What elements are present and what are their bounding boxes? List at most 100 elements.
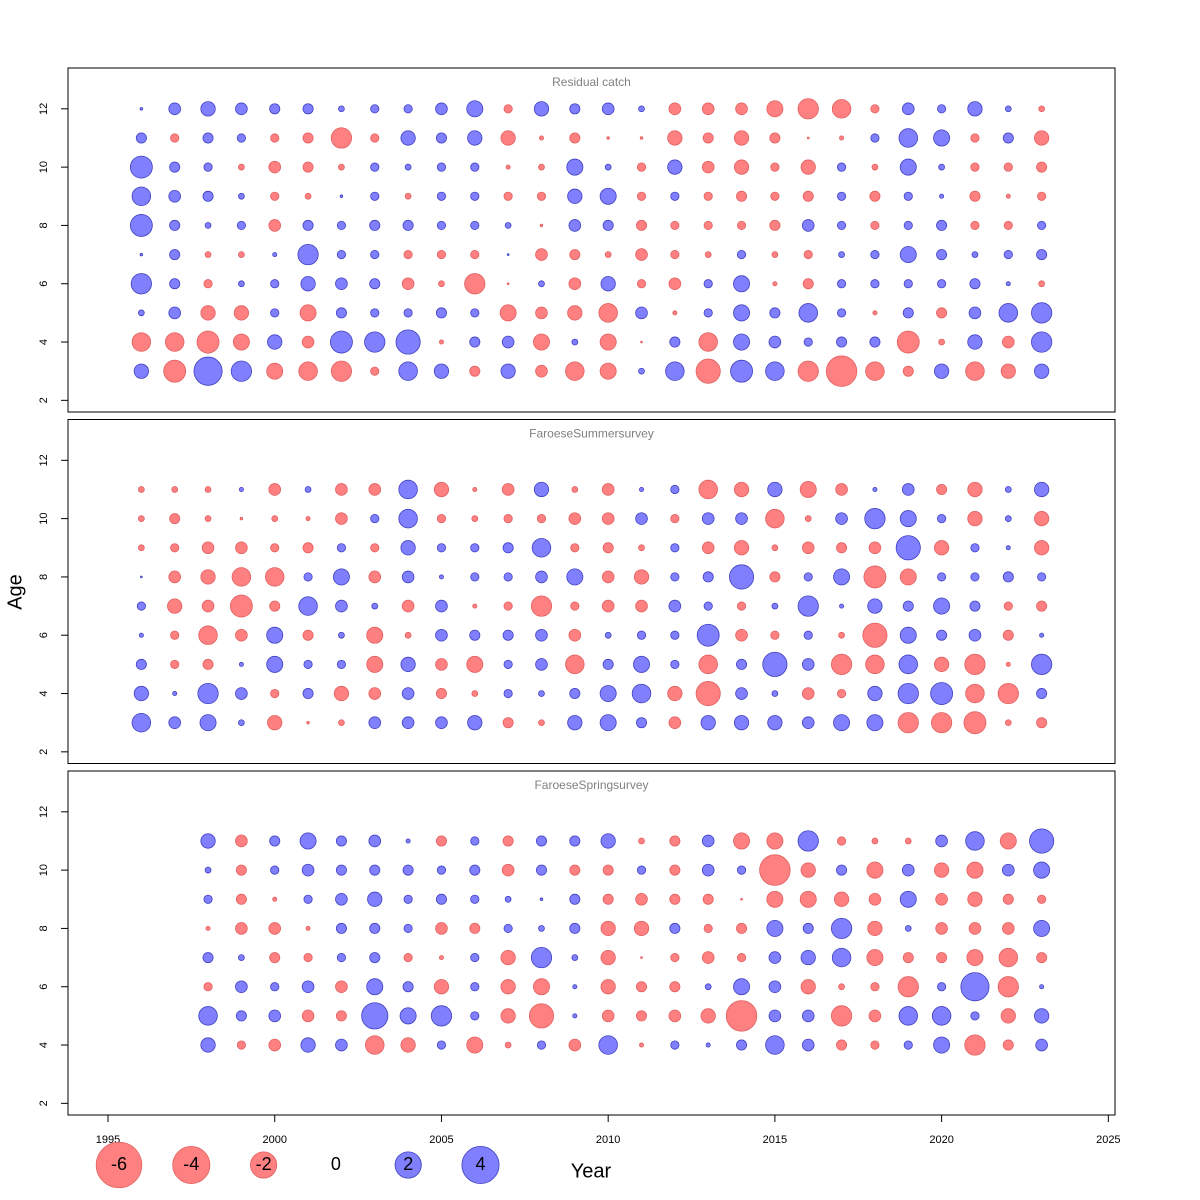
- bubble: [930, 682, 954, 705]
- bubble: [368, 570, 382, 584]
- bubble: [638, 105, 645, 113]
- bubble: [902, 600, 914, 612]
- bubble: [901, 102, 915, 116]
- bubble: [435, 628, 448, 642]
- bubble: [268, 1038, 282, 1052]
- bubble: [839, 135, 845, 141]
- y-tick-label: 2: [38, 749, 50, 755]
- legend-label: -2: [256, 1154, 272, 1174]
- bubble: [201, 599, 215, 613]
- bubble: [330, 127, 353, 149]
- bubble: [636, 279, 647, 289]
- bubble: [470, 836, 480, 846]
- bubble: [936, 219, 948, 231]
- bubble: [269, 600, 281, 612]
- bubble: [535, 306, 548, 320]
- bubble: [797, 360, 819, 382]
- bubble: [769, 307, 781, 319]
- bubble: [499, 304, 517, 322]
- bubble: [403, 308, 413, 318]
- bubble: [602, 893, 614, 905]
- bubble: [470, 1011, 480, 1021]
- bubble: [567, 188, 583, 204]
- bubble: [169, 278, 181, 290]
- bubble: [800, 159, 816, 175]
- bubble: [733, 715, 750, 731]
- bubble: [1003, 220, 1013, 230]
- y-tick-label: 10: [38, 161, 50, 173]
- bubble: [304, 192, 312, 200]
- bubble: [733, 540, 750, 556]
- bubble: [599, 333, 617, 351]
- bubble: [670, 630, 680, 640]
- bubble: [936, 307, 948, 319]
- bubble: [766, 890, 784, 908]
- bubble: [402, 864, 414, 876]
- bubble: [938, 338, 945, 346]
- bubble: [335, 980, 348, 994]
- bubble: [568, 1038, 582, 1052]
- bubble: [138, 544, 145, 552]
- bubble: [602, 658, 614, 670]
- x-tick-label: 2010: [596, 1134, 620, 1146]
- bubble: [435, 893, 447, 905]
- bubble: [801, 219, 815, 232]
- bubble: [838, 251, 845, 258]
- bubble: [1038, 105, 1045, 113]
- bubble: [636, 162, 647, 172]
- bubble: [640, 340, 643, 344]
- bubble: [898, 1006, 918, 1026]
- bubble: [836, 1039, 848, 1051]
- bubble: [138, 486, 145, 493]
- bubble: [668, 1009, 682, 1023]
- bubble: [969, 278, 981, 290]
- bubble: [335, 599, 348, 613]
- bubble: [338, 631, 345, 639]
- panel-title: FaroeseSpringsurvey: [534, 778, 648, 792]
- bubble: [870, 279, 880, 289]
- bubble: [769, 132, 781, 144]
- bubble: [535, 248, 548, 261]
- bubble: [639, 486, 644, 492]
- bubble: [533, 978, 550, 996]
- bubble: [601, 570, 615, 584]
- bubble: [735, 628, 748, 642]
- bubble: [736, 953, 747, 963]
- bubble: [667, 685, 683, 702]
- bubble: [303, 953, 313, 963]
- bubble: [571, 486, 579, 493]
- bubble: [770, 630, 780, 640]
- x-tick-label: 2025: [1096, 1134, 1120, 1146]
- bubble: [729, 564, 755, 590]
- bubble: [370, 250, 380, 260]
- bubble: [204, 515, 212, 522]
- bubble: [269, 835, 281, 847]
- bubble: [466, 1036, 484, 1054]
- bubble: [733, 304, 751, 322]
- bubble: [370, 191, 380, 201]
- bubble: [833, 714, 851, 732]
- bubble: [736, 922, 748, 934]
- bubble: [638, 837, 645, 845]
- bubble: [600, 949, 616, 966]
- bubble: [129, 214, 153, 237]
- bubble: [238, 280, 245, 288]
- bubble: [198, 625, 218, 645]
- bubble: [1034, 511, 1050, 527]
- bubble: [703, 220, 713, 230]
- bubble: [533, 101, 550, 117]
- bubble: [503, 572, 513, 582]
- bubble: [867, 685, 883, 702]
- bubble: [601, 102, 615, 116]
- bubble: [837, 836, 847, 846]
- bubble: [903, 1040, 913, 1050]
- bubble: [733, 978, 751, 996]
- bubble: [635, 512, 648, 525]
- bubble: [168, 716, 181, 729]
- bubble: [998, 947, 1018, 968]
- bubble: [370, 162, 380, 172]
- bubble: [799, 890, 817, 908]
- bubble: [368, 716, 382, 729]
- bubble: [934, 540, 950, 556]
- bubble: [771, 544, 779, 552]
